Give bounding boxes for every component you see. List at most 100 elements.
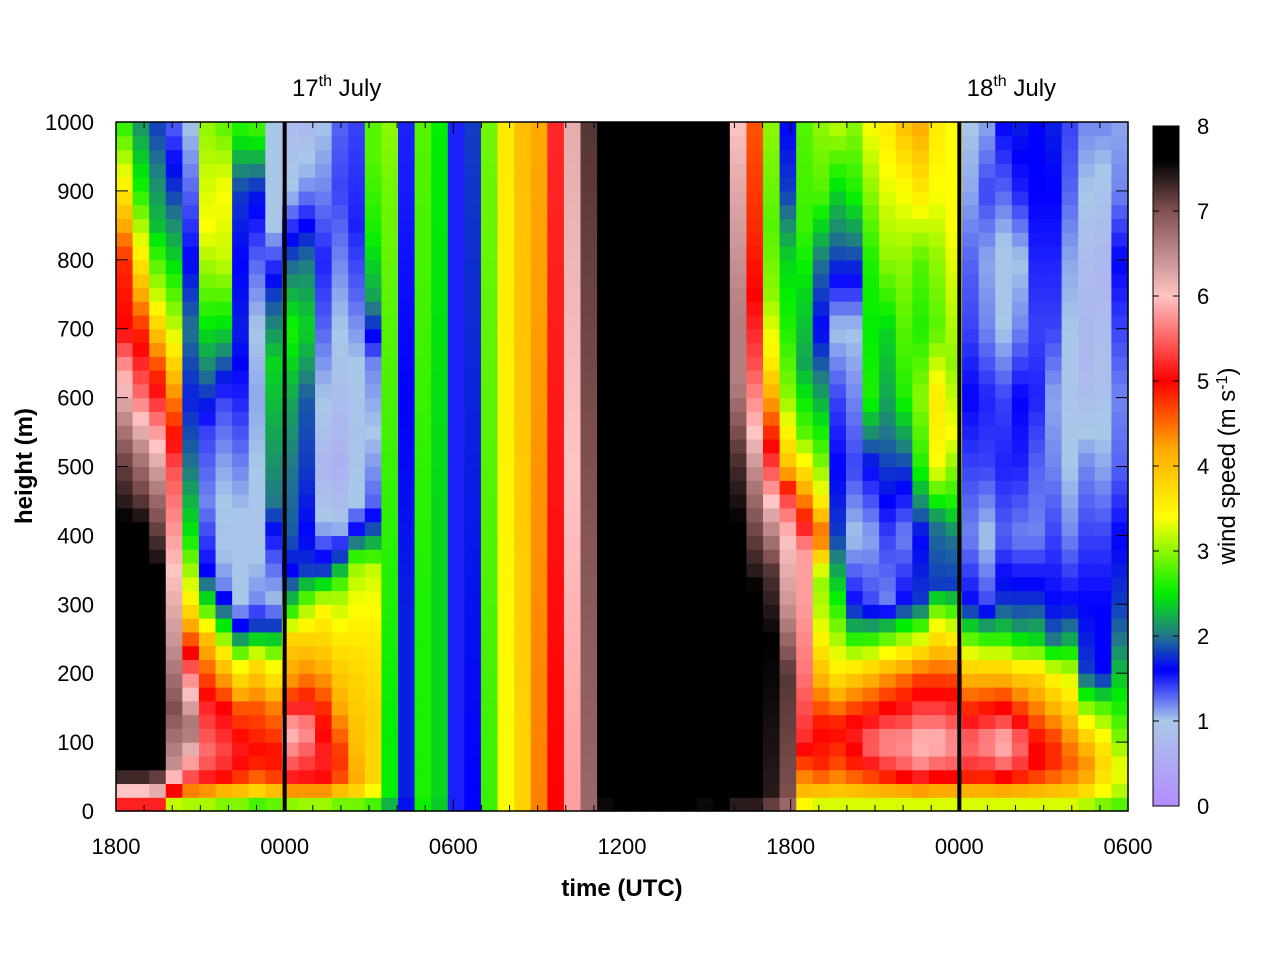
- heatmap-cell: [381, 204, 399, 220]
- heatmap-cell: [381, 549, 399, 564]
- heatmap-cell: [480, 645, 499, 661]
- heatmap-cell: [215, 618, 233, 633]
- heatmap-cell: [530, 149, 548, 164]
- heatmap-cell: [812, 562, 830, 578]
- heatmap-cell: [1028, 494, 1046, 509]
- heatmap-cell: [381, 466, 399, 481]
- heatmap-cell: [1045, 287, 1063, 302]
- heatmap-cell: [315, 190, 333, 206]
- heatmap-cell: [845, 673, 864, 688]
- heatmap-cell: [480, 232, 499, 247]
- heatmap-cell: [1078, 549, 1096, 564]
- heatmap-cell: [895, 301, 913, 316]
- heatmap-cell: [348, 218, 366, 233]
- heatmap-cell: [215, 246, 233, 261]
- heatmap-cell: [613, 521, 631, 536]
- heatmap-cell: [746, 700, 764, 716]
- heatmap-cell: [514, 494, 532, 509]
- heatmap-cell: [265, 259, 283, 275]
- heatmap-cell: [962, 218, 980, 233]
- x-axis-title: time (UTC): [561, 875, 682, 902]
- heatmap-cell: [1011, 452, 1030, 468]
- heatmap-cell: [713, 452, 731, 468]
- heatmap-cell: [232, 328, 250, 344]
- heatmap-cell: [464, 122, 482, 137]
- heatmap-cell: [414, 700, 432, 716]
- heatmap-cell: [480, 246, 499, 261]
- heatmap-cell: [149, 356, 167, 371]
- heatmap-cell: [547, 604, 565, 619]
- heatmap-cell: [165, 438, 183, 454]
- heatmap-cell: [845, 314, 864, 330]
- heatmap-cell: [165, 631, 183, 647]
- heatmap-cell: [862, 328, 880, 344]
- heatmap-cell: [215, 163, 233, 178]
- y-tick-label: 200: [57, 661, 94, 686]
- heatmap-cell: [763, 301, 781, 316]
- heatmap-cell: [763, 328, 781, 344]
- heatmap-cell: [779, 397, 797, 412]
- heatmap-cell: [796, 232, 814, 247]
- heatmap-cell: [845, 135, 864, 151]
- heatmap-cell: [829, 190, 847, 206]
- heatmap-cell: [630, 507, 648, 523]
- heatmap-cell: [497, 673, 515, 688]
- heatmap-cell: [646, 618, 665, 633]
- heatmap-cell: [265, 328, 283, 344]
- heatmap-cell: [165, 273, 183, 288]
- heatmap-cell: [978, 204, 996, 220]
- heatmap-cell: [165, 673, 183, 688]
- heatmap-cell: [182, 631, 200, 647]
- heatmap-cell: [265, 549, 283, 564]
- heatmap-cell: [480, 273, 499, 288]
- heatmap-cell: [232, 618, 250, 633]
- heatmap-cell: [895, 645, 913, 661]
- heatmap-cell: [414, 301, 432, 316]
- heatmap-cell: [1078, 700, 1096, 716]
- heatmap-cell: [364, 163, 383, 178]
- heatmap-cell: [713, 287, 731, 302]
- heatmap-cell: [480, 135, 499, 151]
- heatmap-cell: [331, 383, 349, 399]
- heatmap-cell: [414, 673, 432, 688]
- heatmap-cell: [879, 287, 897, 302]
- heatmap-cell: [132, 301, 150, 316]
- heatmap-cell: [381, 769, 399, 785]
- heatmap-cell: [431, 163, 449, 178]
- heatmap-cell: [298, 411, 316, 426]
- heatmap-cell: [265, 714, 283, 729]
- heatmap-cell: [116, 314, 134, 330]
- heatmap-cell: [696, 301, 714, 316]
- heatmap-cell: [1078, 342, 1096, 357]
- heatmap-cell: [746, 273, 764, 288]
- heatmap-cell: [1061, 645, 1079, 661]
- heatmap-cell: [1028, 562, 1046, 578]
- heatmap-cell: [812, 590, 830, 605]
- heatmap-cell: [1111, 356, 1129, 371]
- heatmap-cell: [381, 328, 399, 344]
- heatmap-cell: [895, 728, 913, 743]
- heatmap-cell: [116, 549, 134, 564]
- date-label: 17th July: [292, 73, 381, 102]
- heatmap-cell: [248, 549, 266, 564]
- heatmap-cell: [729, 438, 748, 454]
- heatmap-cell: [132, 631, 150, 647]
- heatmap-cell: [1111, 246, 1129, 261]
- heatmap-cell: [962, 494, 980, 509]
- heatmap-cell: [895, 438, 913, 454]
- heatmap-cell: [232, 204, 250, 220]
- heatmap-cell: [879, 301, 897, 316]
- heatmap-cell: [829, 480, 847, 495]
- heatmap-cell: [431, 480, 449, 495]
- heatmap-cell: [729, 604, 748, 619]
- heatmap-cell: [381, 714, 399, 729]
- heatmap-cell: [763, 673, 781, 688]
- heatmap-cell: [1094, 742, 1113, 757]
- heatmap-cell: [414, 714, 432, 729]
- heatmap-cell: [796, 370, 814, 385]
- heatmap-cell: [729, 452, 748, 468]
- heatmap-cell: [1011, 246, 1030, 261]
- heatmap-cell: [514, 755, 532, 771]
- heatmap-cell: [895, 122, 913, 137]
- heatmap-cell: [663, 562, 681, 578]
